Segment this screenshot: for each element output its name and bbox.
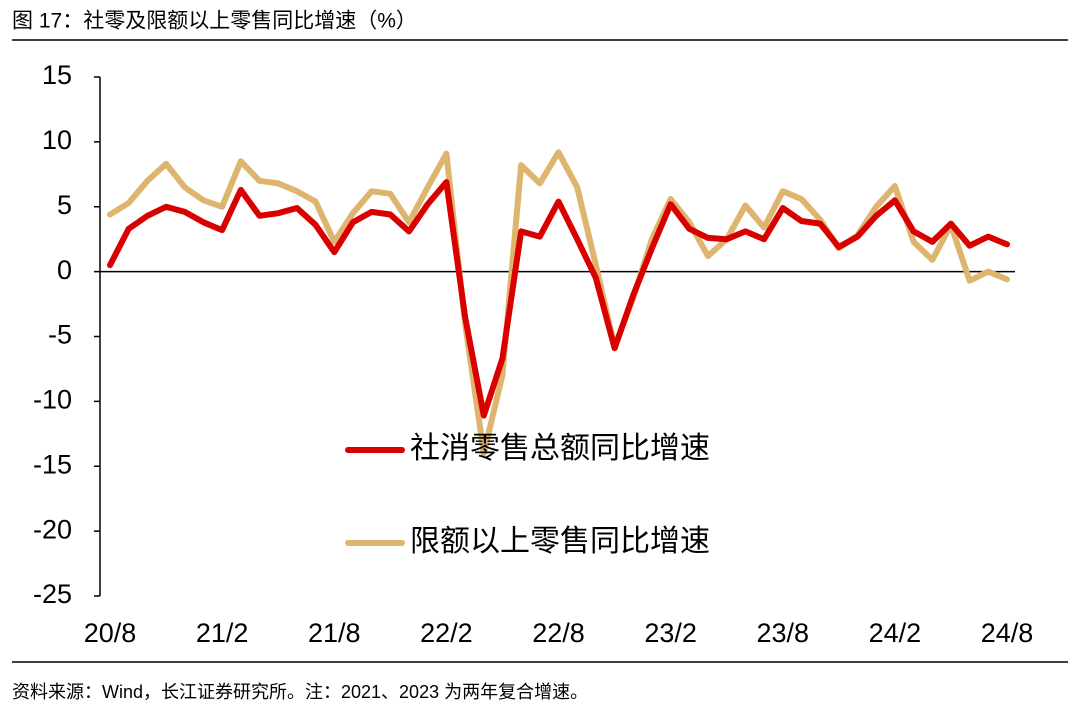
x-tick-label: 24/2 <box>869 618 922 648</box>
legend-label: 限额以上零售同比增速 <box>410 525 710 558</box>
x-tick-label: 21/2 <box>196 618 249 648</box>
x-tick-label: 20/8 <box>84 618 137 648</box>
y-tick-label: 0 <box>57 255 72 285</box>
y-tick-label: -5 <box>48 320 72 350</box>
y-tick-label: 15 <box>42 60 72 90</box>
source-note: 资料来源：Wind，长江证券研究所。注：2021、2023 为两年复合增速。 <box>12 682 588 702</box>
x-tick-label: 22/8 <box>532 618 585 648</box>
y-tick-label: 10 <box>42 125 72 155</box>
legend-label: 社消零售总额同比增速 <box>410 432 710 465</box>
y-tick-label: -25 <box>33 579 72 609</box>
y-tick-label: -15 <box>33 449 72 479</box>
y-tick-label: 5 <box>57 190 72 220</box>
chart-title: 图 17：社零及限额以上零售同比增速（%） <box>12 10 417 33</box>
x-tick-label: 24/8 <box>981 618 1034 648</box>
x-tick-label: 21/8 <box>308 618 361 648</box>
series-line <box>107 179 1010 419</box>
y-tick-label: -10 <box>33 385 72 415</box>
x-tick-label: 23/8 <box>756 618 809 648</box>
y-tick-label: -20 <box>33 514 72 544</box>
x-tick-label: 22/2 <box>420 618 473 648</box>
x-tick-label: 23/2 <box>644 618 697 648</box>
